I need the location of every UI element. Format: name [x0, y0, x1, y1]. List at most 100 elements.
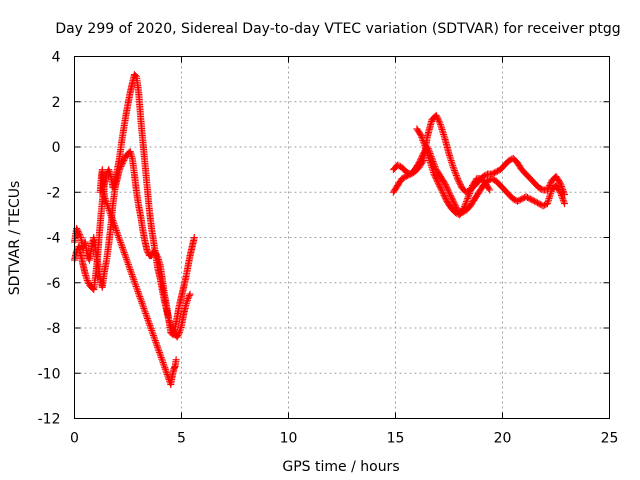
- data-point-interp: [106, 210, 114, 218]
- y-axis-label: SDTVAR / TECUs: [7, 181, 23, 296]
- data-point-interp: [417, 154, 425, 162]
- data-point-interp: [121, 250, 129, 258]
- data-point-interp: [109, 218, 117, 226]
- data-point-interp: [449, 196, 457, 204]
- data-point-interp: [446, 190, 454, 198]
- data-point-interp: [160, 360, 168, 368]
- data-point-interp: [451, 168, 459, 176]
- data-point-interp: [467, 186, 475, 194]
- y-tick-label: -2: [47, 185, 61, 201]
- data-point-interp: [141, 306, 149, 314]
- data-point-interp: [135, 291, 143, 299]
- data-point-interp: [75, 230, 83, 238]
- data-point-interp: [185, 292, 193, 300]
- data-point-interp: [123, 255, 131, 263]
- data-point: [432, 111, 440, 119]
- data-point-interp: [461, 202, 469, 210]
- data-point-interp: [418, 135, 426, 143]
- data-point-interp: [434, 178, 442, 186]
- data-point-interp: [462, 199, 470, 207]
- data-point: [556, 179, 564, 187]
- data-point-interp: [148, 328, 156, 336]
- data-point-interp: [185, 293, 193, 301]
- data-point-interp: [118, 244, 126, 252]
- data-point-interp: [129, 274, 137, 282]
- data-point-interp: [142, 310, 150, 318]
- data-point-interp: [160, 362, 168, 370]
- data-point-interp: [144, 316, 152, 324]
- data-point-interp: [467, 185, 475, 193]
- data-point: [417, 132, 425, 140]
- data-point-interp: [101, 194, 109, 202]
- data-point: [445, 188, 453, 196]
- data-point-interp: [132, 282, 140, 290]
- data-point-interp: [453, 173, 461, 181]
- data-point-interp: [136, 293, 144, 301]
- data-point-interp: [433, 113, 441, 121]
- data-point-interp: [159, 359, 167, 367]
- data-point-interp: [418, 153, 426, 161]
- data-point: [430, 170, 438, 178]
- data-point-interp: [436, 119, 444, 127]
- data-point-interp: [113, 228, 121, 236]
- data-point: [169, 326, 177, 334]
- data-point-interp: [558, 191, 566, 199]
- data-point-interp: [437, 185, 445, 193]
- data-point-interp: [126, 266, 134, 274]
- plot-frame: [74, 56, 610, 419]
- data-point-interp: [127, 267, 135, 275]
- data-point-interp: [158, 355, 166, 363]
- data-point-interp: [546, 180, 554, 188]
- data-point-interp: [450, 199, 458, 207]
- y-tick-label: -4: [47, 231, 61, 247]
- data-point-interp: [149, 330, 157, 338]
- data-point-interp: [431, 173, 439, 181]
- data-point-interp: [141, 308, 149, 316]
- data-point-interp: [162, 367, 170, 375]
- data-point-interp: [123, 257, 131, 265]
- data-point: [167, 322, 175, 330]
- data-point-interp: [151, 335, 159, 343]
- data-point-interp: [120, 249, 128, 257]
- chart-title: Day 299 of 2020, Sidereal Day-to-day VTE…: [55, 21, 620, 37]
- data-point-interp: [468, 183, 476, 191]
- data-point-interp: [155, 348, 163, 356]
- data-point-interp: [125, 262, 133, 270]
- data-point-interp: [168, 323, 176, 331]
- data-point: [173, 333, 181, 341]
- data-point-interp: [109, 216, 117, 224]
- data-point: [186, 290, 194, 298]
- data-point-interp: [175, 330, 183, 338]
- data-point-interp: [138, 298, 146, 306]
- y-tick-label: -8: [47, 321, 61, 337]
- data-point-interp: [156, 350, 164, 358]
- data-point-interp: [120, 155, 128, 163]
- data-point-interp: [174, 332, 182, 340]
- data-point-interp: [124, 260, 132, 268]
- data-point-interp: [110, 220, 118, 228]
- data-point-interp: [420, 140, 428, 148]
- data-point-interp: [140, 304, 148, 312]
- data-point-interp: [102, 196, 110, 204]
- data-point-interp: [149, 332, 157, 340]
- x-tick-label: 10: [280, 431, 298, 447]
- data-point-interp: [435, 117, 443, 125]
- data-point-interp: [454, 176, 462, 184]
- data-point-interp: [451, 202, 459, 210]
- data-point-interp: [456, 181, 464, 189]
- data-point-interp: [461, 201, 469, 209]
- x-tick-label: 5: [177, 431, 186, 447]
- data-point-interp: [139, 303, 147, 311]
- data-point-interp: [73, 226, 81, 234]
- data-point-interp: [76, 232, 84, 240]
- data-point-interp: [161, 365, 169, 373]
- data-point-interp: [130, 276, 138, 284]
- data-point: [561, 200, 569, 208]
- data-point-interp: [466, 188, 474, 196]
- data-point-interp: [456, 179, 464, 187]
- data-point-interp: [465, 190, 473, 198]
- data-point-interp: [137, 296, 145, 304]
- data-point-interp: [107, 211, 115, 219]
